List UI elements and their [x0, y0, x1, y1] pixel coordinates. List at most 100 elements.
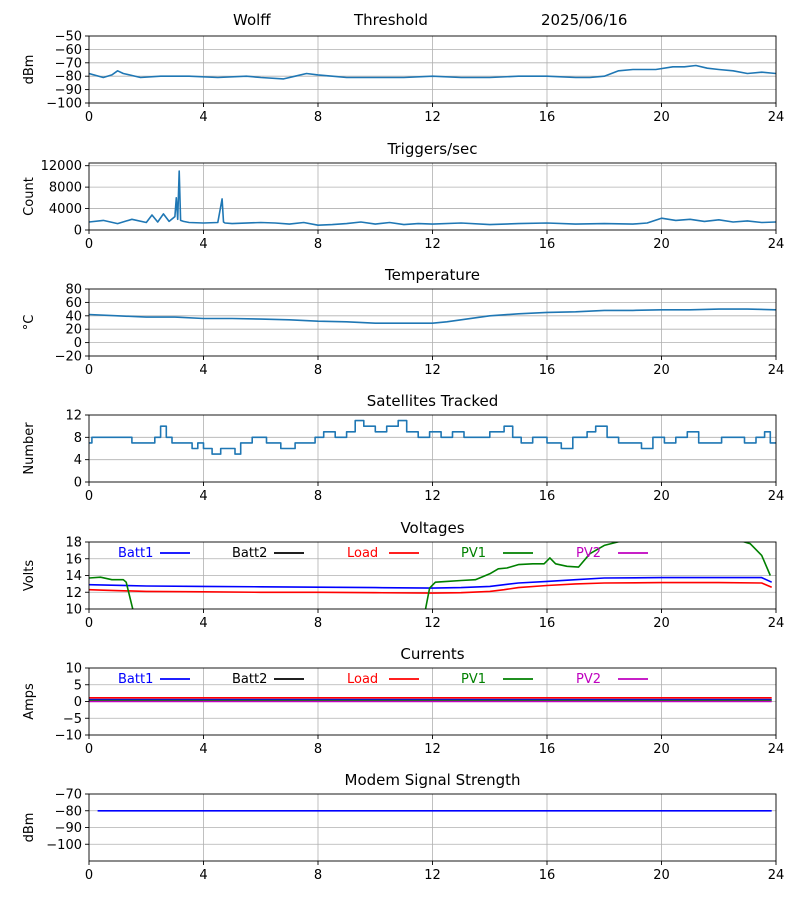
- y-tick-label: −90: [55, 83, 82, 98]
- series-line-data: [89, 64, 776, 80]
- chart-modem-signal-strength: 0 4 8 12 16 20 24 −100 −90 −80−70 Modem Signal Str…: [22, 771, 784, 883]
- trigger-mode: Threshold: [354, 11, 428, 29]
- y-axis-label: °C: [22, 315, 37, 331]
- station-name: Wolff: [233, 11, 271, 29]
- chart-title: Triggers/sec: [387, 140, 478, 158]
- x-tick-label: 0: [85, 868, 93, 883]
- chart-title: Currents: [400, 645, 464, 663]
- x-tick-label: 4: [199, 110, 207, 125]
- legend-label-pv2: PV2: [576, 546, 601, 561]
- legend-label-batt1: Batt1: [118, 546, 153, 561]
- chart-title: Temperature: [384, 266, 480, 284]
- y-axis-label: Number: [22, 422, 37, 475]
- x-tick-label: 12: [424, 237, 441, 252]
- x-tick-label: 8: [314, 237, 322, 252]
- x-tick-label: 24: [768, 237, 785, 252]
- y-tick-label: −60: [55, 43, 82, 58]
- x-tick-label: 16: [539, 489, 556, 504]
- y-tick-label: 16: [65, 552, 82, 567]
- x-tick-label: 24: [768, 616, 785, 631]
- y-tick-label: −80: [55, 70, 82, 85]
- y-tick-label: 60: [65, 296, 82, 311]
- x-tick-label: 16: [539, 237, 556, 252]
- chart-satellites-tracked: 0 4 8 12 16 20 24 0 4 8 12 Satellites Tracked Number: [22, 392, 784, 504]
- report-date: 2025/06/16: [541, 11, 628, 29]
- y-tick-label: −20: [55, 350, 82, 365]
- y-tick-label: 10: [65, 603, 82, 618]
- y-tick-label: −100: [46, 838, 82, 853]
- y-tick-label: 12000: [41, 159, 82, 174]
- x-tick-label: 0: [85, 363, 93, 378]
- x-tick-label: 20: [653, 363, 670, 378]
- legend-label-batt2: Batt2: [232, 672, 267, 687]
- x-tick-label: 8: [314, 616, 322, 631]
- y-tick-label: 20: [65, 323, 82, 338]
- x-tick-label: 0: [85, 489, 93, 504]
- x-tick-label: 8: [314, 742, 322, 757]
- series-line-pv1: [89, 542, 772, 609]
- legend-label-pv1: PV1: [461, 546, 486, 561]
- y-tick-label: −70: [55, 56, 82, 71]
- x-tick-label: 24: [768, 742, 785, 757]
- x-tick-label: 12: [424, 110, 441, 125]
- y-tick-label: −10: [55, 729, 82, 744]
- x-tick-label: 16: [539, 616, 556, 631]
- x-tick-label: 24: [768, 110, 785, 125]
- y-tick-label: 4: [74, 453, 82, 468]
- x-tick-label: 12: [424, 868, 441, 883]
- y-tick-label: 10: [65, 662, 82, 677]
- x-tick-label: 20: [653, 868, 670, 883]
- x-tick-label: 20: [653, 110, 670, 125]
- x-tick-label: 16: [539, 742, 556, 757]
- y-tick-label: −90: [55, 821, 82, 836]
- y-tick-label: 80: [65, 283, 82, 298]
- y-tick-label: 4000: [49, 202, 82, 217]
- x-tick-label: 12: [424, 742, 441, 757]
- x-tick-label: 20: [653, 489, 670, 504]
- y-tick-label: 0: [74, 336, 82, 351]
- y-tick-label: 8000: [49, 181, 82, 196]
- x-tick-label: 20: [653, 616, 670, 631]
- chart-rssi: 0 4 8 12 16 20 24 −100−90−80−70−60−50 dBm: [22, 30, 784, 126]
- x-tick-label: 4: [199, 868, 207, 883]
- series-line-batt1: [89, 576, 773, 589]
- x-tick-label: 8: [314, 868, 322, 883]
- y-tick-label: −80: [55, 804, 82, 819]
- chart-title: Satellites Tracked: [367, 392, 498, 410]
- legend-label-batt1: Batt1: [118, 672, 153, 687]
- y-tick-label: 40: [65, 309, 82, 324]
- x-tick-label: 4: [199, 363, 207, 378]
- y-tick-label: 18: [65, 536, 82, 551]
- y-tick-label: 0: [74, 695, 82, 710]
- y-tick-label: 0: [74, 476, 82, 491]
- x-tick-label: 16: [539, 363, 556, 378]
- x-tick-label: 12: [424, 489, 441, 504]
- y-axis-label: Volts: [22, 560, 37, 592]
- x-tick-label: 4: [199, 489, 207, 504]
- legend-label-load: Load: [347, 672, 378, 687]
- x-tick-label: 16: [539, 868, 556, 883]
- x-tick-label: 0: [85, 237, 93, 252]
- series-line-data: [89, 170, 776, 226]
- y-tick-label: 0: [74, 224, 82, 239]
- x-tick-label: 0: [85, 616, 93, 631]
- y-axis-label: dBm: [22, 55, 37, 85]
- x-tick-label: 20: [653, 237, 670, 252]
- y-tick-label: 14: [65, 569, 82, 584]
- y-tick-label: −100: [46, 97, 82, 112]
- x-tick-label: 4: [199, 616, 207, 631]
- y-tick-label: 12: [65, 409, 82, 424]
- y-tick-label: 5: [74, 678, 82, 693]
- x-tick-label: 24: [768, 363, 785, 378]
- y-tick-label: −5: [63, 712, 82, 727]
- x-tick-label: 12: [424, 616, 441, 631]
- chart-title: Voltages: [400, 519, 464, 537]
- x-tick-label: 20: [653, 742, 670, 757]
- series-line-data: [89, 419, 776, 455]
- x-tick-label: 16: [539, 110, 556, 125]
- series-line-load: [89, 581, 773, 594]
- legend-label-batt2: Batt2: [232, 546, 267, 561]
